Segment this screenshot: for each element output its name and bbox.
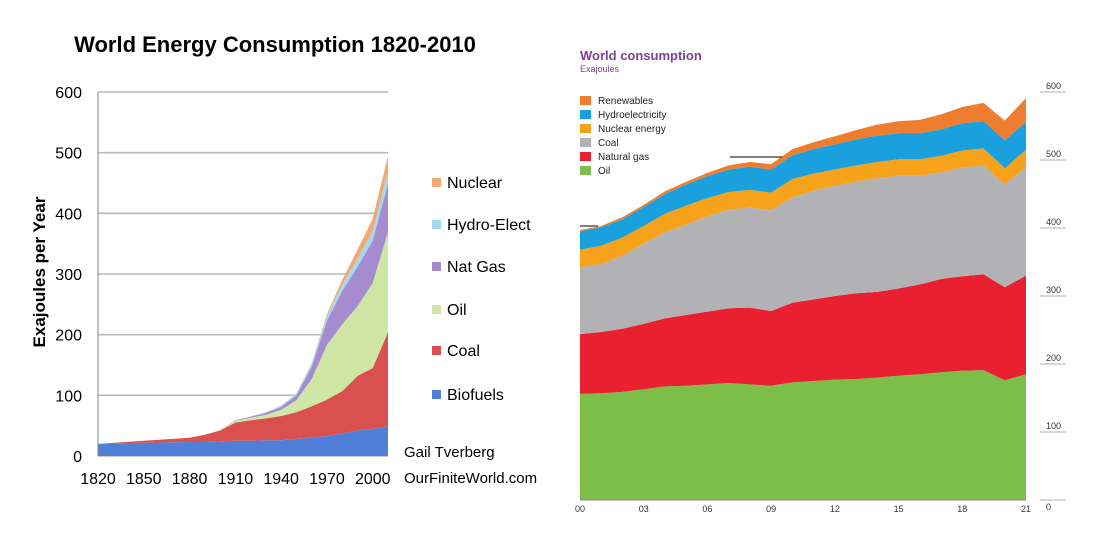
legend-swatch-nat-gas [432, 262, 441, 271]
y-tick-label: 400 [55, 206, 82, 223]
left-chart-world-energy-1820-2010: World Energy Consumption 1820-2010 0 100 20… [30, 32, 537, 488]
legend-swatch-hydro-elect [432, 220, 441, 229]
legend-label-nuclear-energy: Nuclear energy [598, 124, 666, 135]
y-tick-label: 400 [1046, 217, 1061, 227]
legend-swatch-natural-gas [580, 152, 591, 161]
legend-swatch-oil [432, 305, 441, 314]
chart-subtitle: Exajoules [580, 64, 620, 74]
y-tick-label: 200 [55, 328, 82, 345]
legend-label-oil: Oil [598, 166, 610, 177]
x-tick-label: 1970 [309, 471, 345, 488]
x-tick-label: 12 [830, 504, 840, 514]
legend-swatch-coal [580, 138, 591, 147]
x-tick-label: 1910 [218, 471, 254, 488]
y-tick-label: 100 [1046, 421, 1061, 431]
legend-swatch-nuclear [432, 178, 441, 187]
credit-author: Gail Tverberg [404, 444, 495, 461]
credit-website: OurFiniteWorld.com [404, 470, 537, 487]
legend-label-biofuels: Biofuels [447, 387, 504, 404]
x-tick-label: 1850 [126, 471, 162, 488]
series-area-natural-gas [580, 274, 1026, 394]
y-tick-label: 0 [73, 449, 82, 466]
series-area-biofuels [98, 426, 388, 456]
legend-label-natural-gas: Natural gas [598, 152, 649, 163]
series-area-coal [98, 332, 388, 444]
legend-label-coal: Coal [447, 343, 480, 360]
legend-swatch-biofuels [432, 390, 441, 399]
legend-swatch-renewables [580, 96, 591, 105]
legend-label-hydroelectricity: Hydroelectricity [598, 110, 666, 121]
x-tick-label: 09 [766, 504, 776, 514]
y-tick-label: 500 [1046, 149, 1061, 159]
series-area-nuclear-energy [580, 148, 1026, 268]
legend-label-hydro-elect: Hydro-Elect [447, 217, 531, 234]
series-area-renewables [580, 98, 1026, 232]
x-tick-label: 03 [639, 504, 649, 514]
series-area-oil [98, 232, 388, 444]
legend-label-nuclear: Nuclear [447, 175, 503, 192]
x-tick-label: 1820 [80, 471, 116, 488]
legend-label-coal: Coal [598, 138, 619, 149]
chart-title: World Energy Consumption 1820-2010 [74, 32, 476, 57]
x-tick-label: 21 [1021, 504, 1031, 514]
y-tick-label: 100 [55, 388, 82, 405]
y-tick-label: 600 [55, 85, 82, 102]
legend-label-renewables: Renewables [598, 96, 653, 107]
y-tick-label: 0 [1046, 502, 1051, 512]
x-tick-label: 00 [575, 504, 585, 514]
y-axis-label: Exajoules per Year [30, 196, 49, 347]
x-tick-label: 15 [894, 504, 904, 514]
y-tick-label: 200 [1046, 353, 1061, 363]
legend-swatch-coal [432, 346, 441, 355]
x-tick-label: 06 [702, 504, 712, 514]
y-tick-label: 600 [1046, 81, 1061, 91]
legend-label-oil: Oil [447, 302, 467, 319]
x-tick-label: 2000 [355, 471, 391, 488]
x-tick-label: 1940 [263, 471, 299, 488]
legend-swatch-hydroelectricity [580, 110, 591, 119]
series-area-coal [580, 165, 1026, 335]
chart-title: World consumption [580, 48, 702, 63]
x-tick-label: 1880 [172, 471, 208, 488]
y-tick-label: 300 [55, 267, 82, 284]
x-tick-label: 18 [957, 504, 967, 514]
y-tick-label: 500 [55, 146, 82, 163]
legend-swatch-oil [580, 166, 591, 175]
legend-label-nat-gas: Nat Gas [447, 259, 506, 276]
y-tick-label: 300 [1046, 285, 1061, 295]
series-area-oil [580, 370, 1026, 500]
legend-swatch-nuclear-energy [580, 124, 591, 133]
series-area-hydroelectricity [580, 121, 1026, 250]
